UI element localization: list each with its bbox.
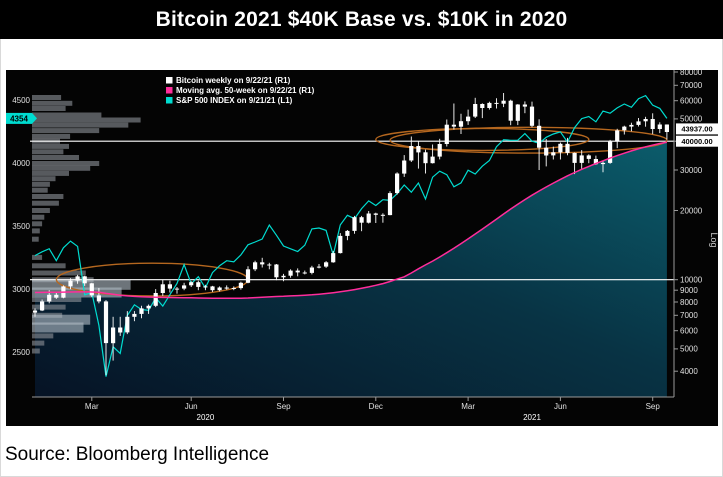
svg-text:4354: 4354 (10, 114, 28, 123)
svg-text:4500: 4500 (12, 96, 30, 105)
source-text: Source: Bloomberg Intelligence (5, 444, 270, 465)
chart-title-bar: Bitcoin 2021 $40K Base vs. $10K in 2020 (0, 0, 723, 39)
svg-text:3000: 3000 (12, 285, 30, 294)
annotation-ellipse (389, 126, 668, 154)
legend-label: S&P 500 INDEX on 9/21/21 (L1) (176, 96, 293, 105)
volume-profile (32, 95, 141, 354)
svg-text:30000: 30000 (680, 166, 703, 175)
svg-text:8000: 8000 (680, 298, 698, 307)
year-label: 2020 (197, 413, 215, 422)
legend-label: Bitcoin weekly on 9/22/21 (R1) (176, 76, 291, 85)
svg-text:Jun: Jun (185, 402, 198, 411)
svg-text:7000: 7000 (680, 311, 698, 320)
svg-text:Mar: Mar (461, 402, 475, 411)
svg-text:80000: 80000 (680, 70, 703, 77)
bitcoin-candles (32, 93, 669, 376)
svg-text:9000: 9000 (680, 286, 698, 295)
svg-text:4000: 4000 (680, 367, 698, 376)
svg-text:40000.00: 40000.00 (681, 137, 712, 146)
bitcoin-chart-panel: Mar Jun Sep Dec Mar Jun Sep 2020 2021 80000 70000 6… (6, 70, 718, 426)
year-label: 2021 (523, 413, 541, 422)
legend-swatch (166, 87, 173, 94)
legend-swatch (166, 77, 173, 84)
svg-text:4000: 4000 (12, 159, 30, 168)
svg-text:50000: 50000 (680, 115, 703, 124)
svg-text:10000: 10000 (680, 276, 703, 285)
page-title: Bitcoin 2021 $40K Base vs. $10K in 2020 (155, 7, 568, 31)
legend-swatch (166, 97, 173, 104)
chart-legend: Bitcoin weekly on 9/22/21 (R1)Moving avg… (166, 76, 315, 105)
svg-text:5000: 5000 (680, 345, 698, 354)
right-axis-badge: 40000.00 (676, 135, 718, 147)
svg-text:Mar: Mar (85, 402, 99, 411)
svg-text:Sep: Sep (276, 402, 291, 411)
sp500-price-badge: 4354 (6, 112, 37, 124)
legend-label: Moving avg. 50-week on 9/22/21 (R1) (176, 86, 315, 95)
svg-text:70000: 70000 (680, 81, 703, 90)
chart-canvas: Mar Jun Sep Dec Mar Jun Sep 2020 2021 80000 70000 6… (6, 70, 718, 422)
ma50-line (34, 141, 668, 300)
svg-text:Dec: Dec (369, 402, 383, 411)
ma-area-fill (35, 142, 667, 397)
log-scale-label: Log (709, 232, 718, 247)
svg-text:20000: 20000 (680, 206, 703, 215)
svg-text:3500: 3500 (12, 222, 30, 231)
svg-text:Sep: Sep (646, 402, 661, 411)
svg-text:6000: 6000 (680, 327, 698, 336)
svg-text:60000: 60000 (680, 97, 703, 106)
svg-text:43937.00: 43937.00 (681, 125, 712, 134)
svg-text:2500: 2500 (12, 348, 30, 357)
svg-text:Jun: Jun (554, 402, 567, 411)
right-axis-badge: 43937.00 (676, 123, 718, 135)
source-label: Source: Bloomberg Intelligence (5, 444, 269, 466)
